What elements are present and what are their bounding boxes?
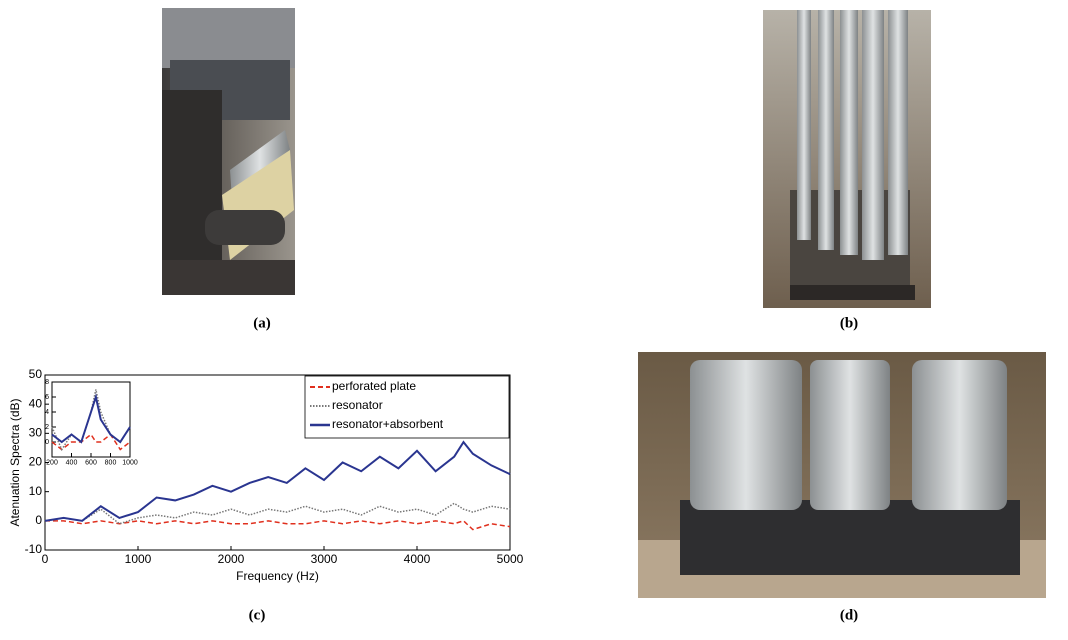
x-axis-label: Frequency (Hz) [236, 569, 319, 583]
y-tick-label: 20 [29, 455, 43, 469]
photo-d [638, 352, 1046, 598]
x-tick-label: 400 [66, 459, 78, 466]
y-tick-label: 4 [45, 409, 49, 416]
y-tick-label: 0 [45, 439, 49, 446]
x-tick-label: 2000 [218, 552, 245, 566]
caption: (d) [840, 607, 858, 623]
y-tick-label: 8 [45, 379, 49, 386]
legend-label: resonator+absorbent [332, 417, 444, 431]
x-tick-label: 1000 [125, 552, 152, 566]
photo-b [763, 10, 931, 308]
y-tick-label: 30 [29, 426, 43, 440]
y-tick-label: 6 [45, 394, 49, 401]
legend-label: resonator [332, 398, 383, 412]
figure: (a) (b) (c) (d) 010002000300040005000-10… [0, 0, 1068, 635]
caption: (c) [249, 607, 266, 623]
y-tick-label: 0 [35, 513, 42, 527]
y-axis-label: Atenuation Spectra (dB) [8, 398, 22, 526]
y-tick-label: 10 [29, 484, 43, 498]
x-tick-label: 600 [85, 459, 97, 466]
x-tick-label: 3000 [311, 552, 338, 566]
y-tick-label: 40 [29, 396, 43, 410]
y-tick-label: -10 [25, 542, 43, 556]
caption: (b) [840, 315, 858, 331]
y-tick-label: 50 [29, 367, 43, 381]
y-tick-label: 2 [45, 424, 49, 431]
x-tick-label: 1000 [122, 459, 138, 466]
x-tick-label: 0 [42, 552, 49, 566]
x-tick-label: 200 [46, 459, 58, 466]
legend-label: perforated plate [332, 379, 416, 393]
plot-area [52, 382, 130, 457]
caption: (a) [253, 315, 271, 331]
photo-a [162, 8, 295, 295]
x-tick-label: 4000 [404, 552, 431, 566]
x-tick-label: 5000 [497, 552, 524, 566]
x-tick-label: 800 [105, 459, 117, 466]
